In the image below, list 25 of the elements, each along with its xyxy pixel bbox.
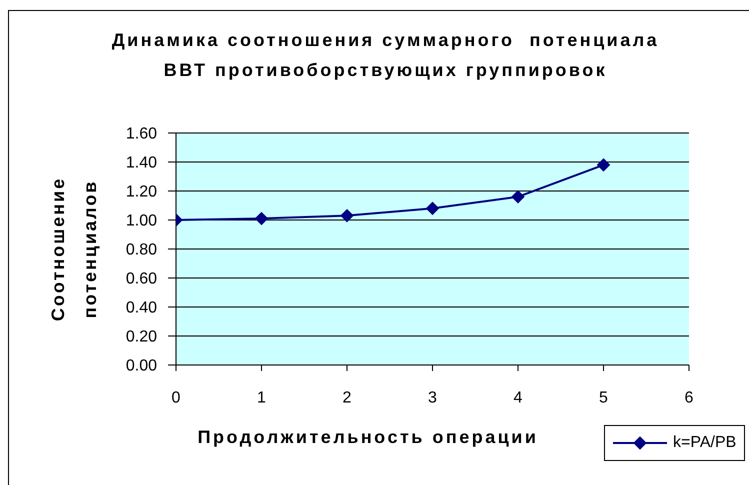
y-axis-title: Соотношение потенциалов bbox=[47, 176, 101, 324]
point bbox=[597, 158, 610, 172]
y-tick-label: 0.80 bbox=[126, 242, 158, 259]
point bbox=[340, 209, 354, 222]
x-tick-label: 0 bbox=[172, 389, 181, 406]
point bbox=[255, 212, 268, 226]
y-tick-label: 1.00 bbox=[126, 212, 158, 230]
x-tick-label: 3 bbox=[428, 389, 438, 406]
y-tick-label: 1.40 bbox=[126, 154, 158, 172]
y-tick-label: 0.40 bbox=[126, 300, 158, 317]
x-tick-label: 2 bbox=[342, 389, 352, 406]
y-tick-label: 0.00 bbox=[126, 358, 158, 375]
legend-label: k=PA/PB bbox=[673, 434, 736, 452]
x-tick-label: 4 bbox=[514, 389, 523, 406]
y-tick-label: 1.20 bbox=[126, 184, 158, 201]
chart-title: Динамика соотношения суммарного потенциала ВВТ противоборствующих группировок bbox=[110, 29, 660, 82]
y-tick-label: 0.20 bbox=[126, 328, 158, 346]
x-tick-label: 1 bbox=[257, 389, 266, 406]
x-tick-label: 5 bbox=[599, 389, 608, 406]
x-axis-title: Продолжительность операции bbox=[196, 427, 540, 448]
x-tick-label: 6 bbox=[684, 389, 694, 406]
y-tick-label: 0.60 bbox=[126, 270, 158, 288]
point bbox=[512, 190, 524, 204]
point bbox=[426, 202, 439, 215]
y-tick-label: 1.60 bbox=[126, 126, 158, 143]
